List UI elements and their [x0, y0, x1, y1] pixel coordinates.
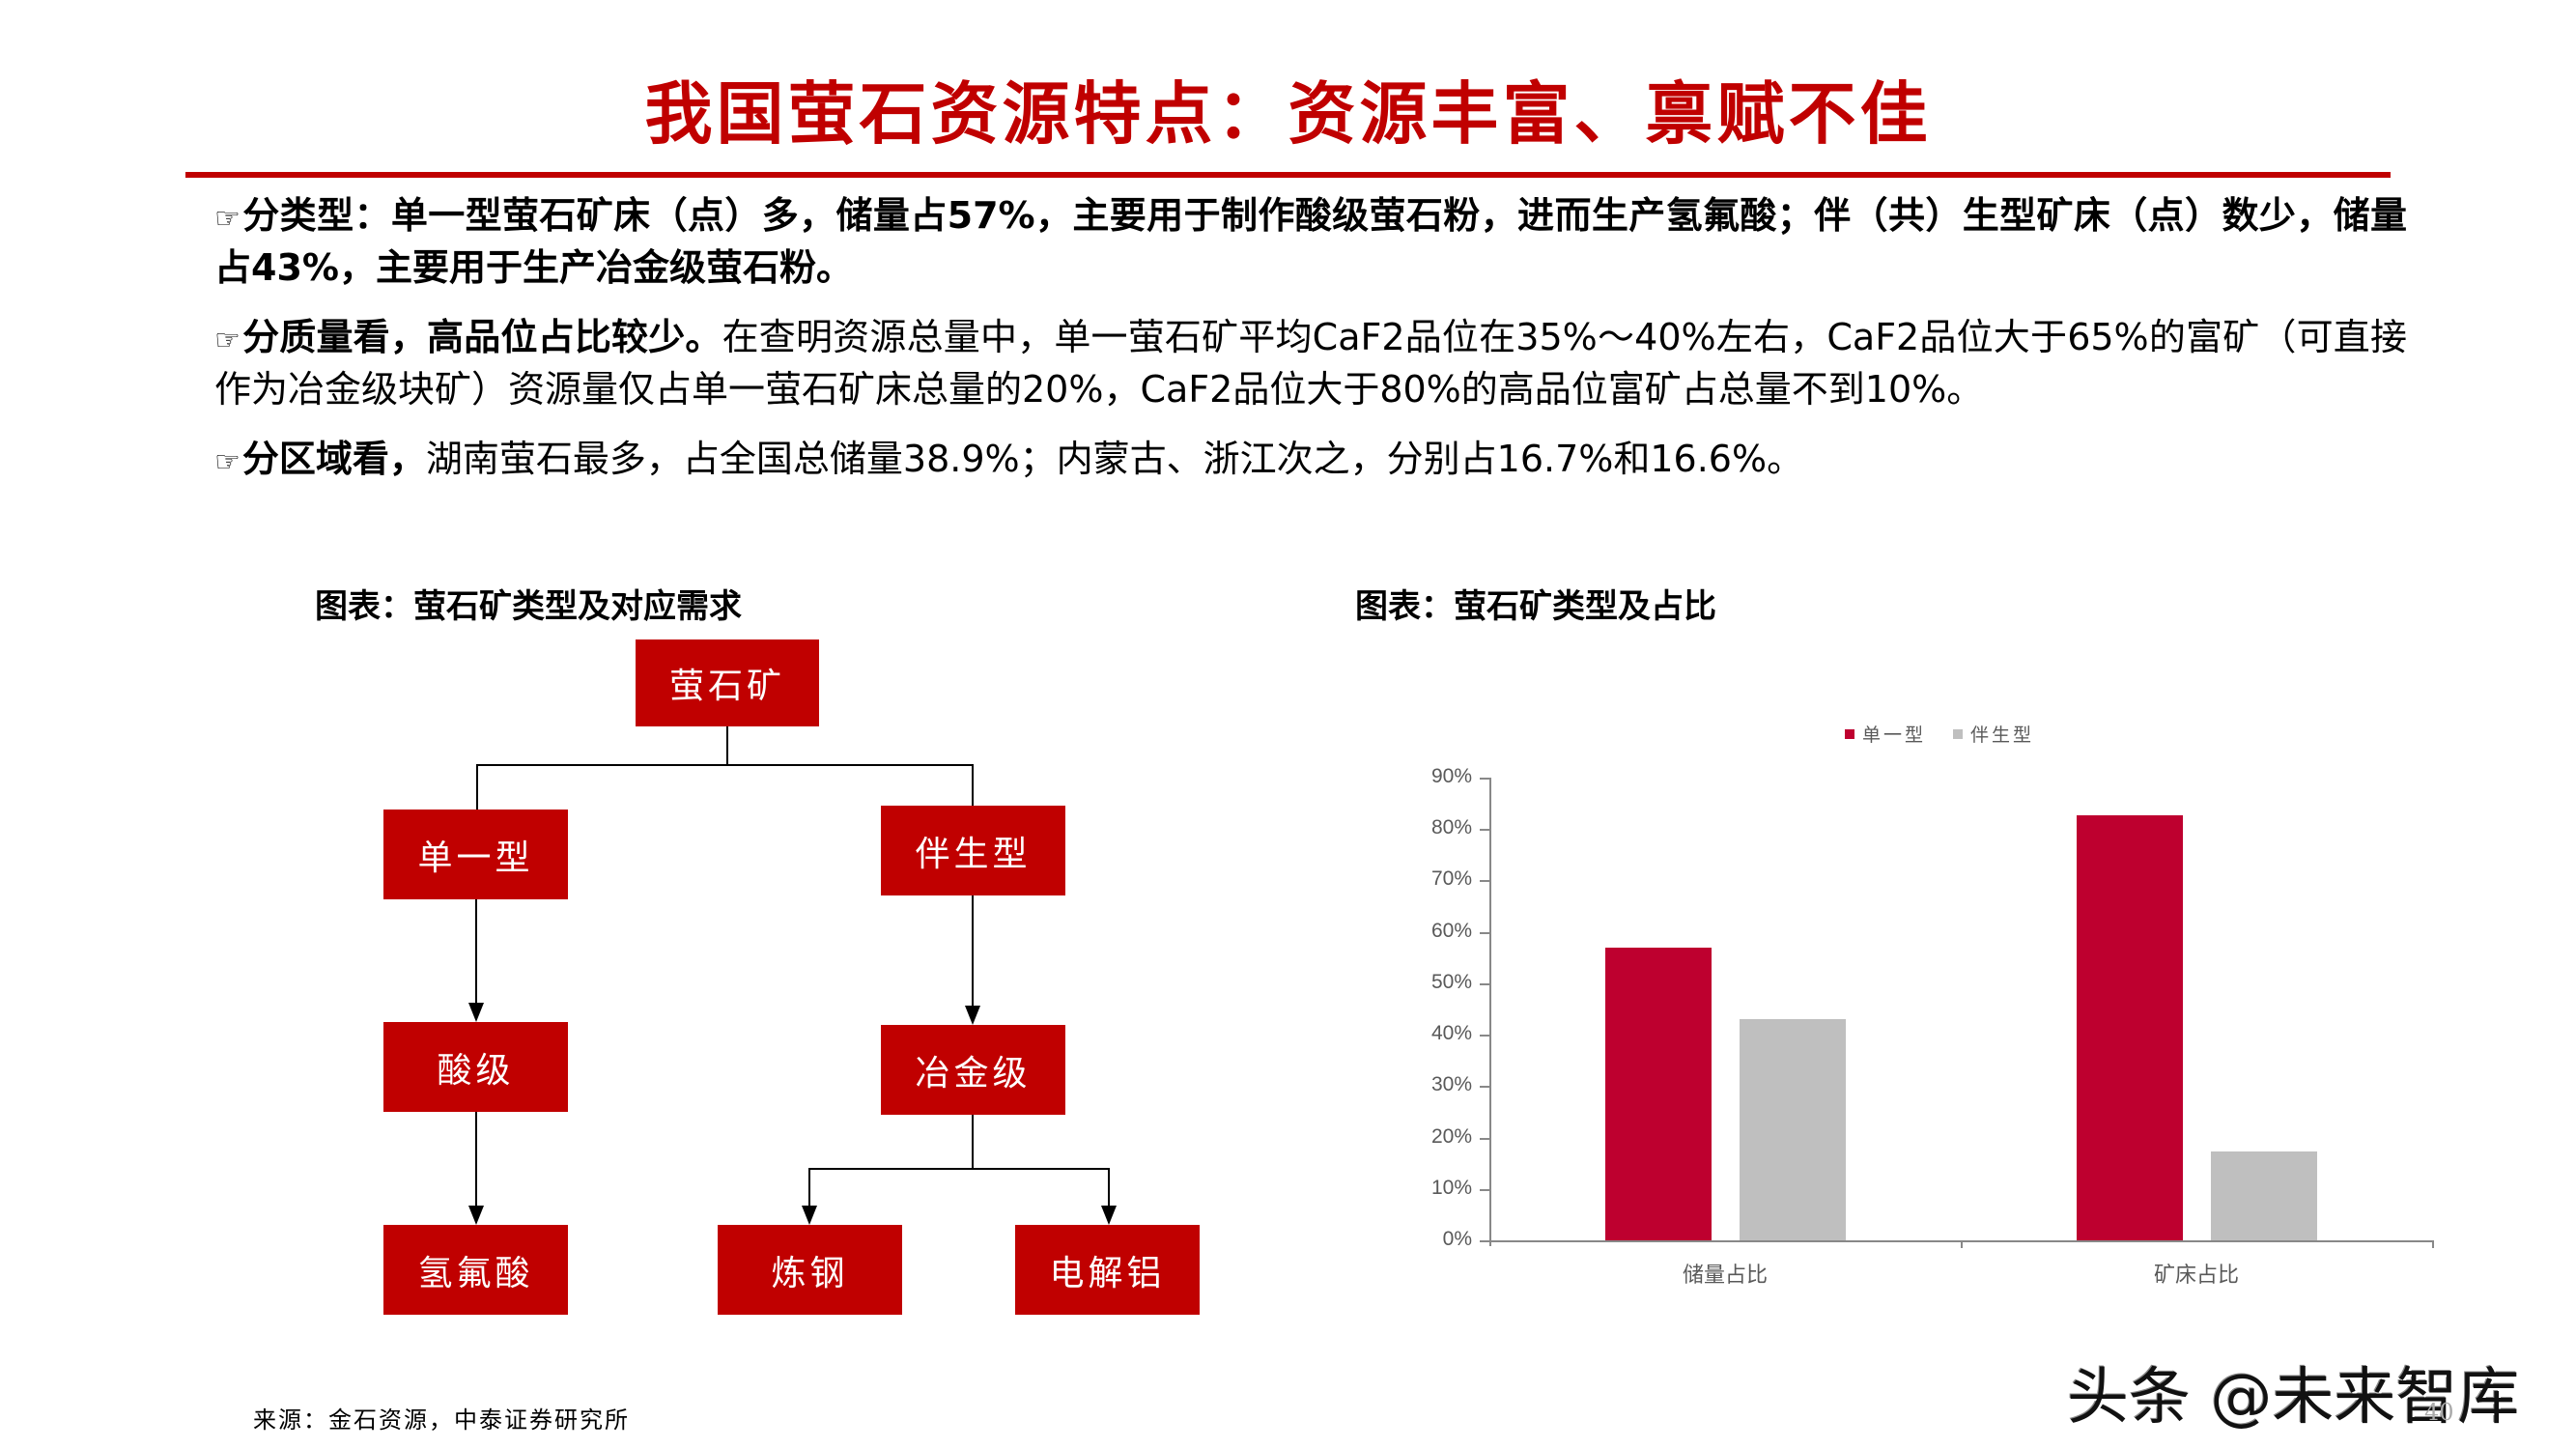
- bullet-lead: 分质量看，高品位占比较少。: [241, 316, 722, 358]
- y-tick: [1480, 1086, 1489, 1089]
- diagram-title: 图表：萤石矿类型及对应需求: [315, 587, 742, 626]
- node-hydrofluoric-acid: 氢氟酸: [383, 1225, 568, 1315]
- node-metallurgical-grade: 冶金级: [881, 1025, 1065, 1115]
- arrow-down-icon: [468, 1206, 484, 1225]
- connector: [726, 726, 728, 765]
- node-single-type: 单一型: [383, 810, 568, 899]
- chart-title: 图表：萤石矿类型及占比: [1355, 587, 1716, 626]
- bar-associated: [1739, 1019, 1846, 1240]
- y-tick: [1480, 982, 1489, 985]
- bullet-lead: 分类型：单一型萤石矿床（点）多，储量占57%，主要用于制作酸级萤石粉，进而生产氢…: [214, 194, 2407, 289]
- arrow-down-icon: [468, 1003, 484, 1022]
- connector: [972, 1115, 974, 1169]
- arrow-down-icon: [965, 1006, 980, 1025]
- y-tick-label: 30%: [1430, 1073, 1472, 1096]
- node-steelmaking: 炼钢: [718, 1225, 902, 1315]
- legend-label-associated: 伴生型: [1970, 724, 2035, 746]
- pointing-hand-icon: ☞: [214, 324, 241, 357]
- bullet-lead: 分区域看，: [241, 438, 426, 480]
- page-number: 40: [2424, 1399, 2454, 1426]
- legend-swatch-single: [1845, 728, 1854, 739]
- x-category-label: 矿床占比: [2153, 1264, 2239, 1288]
- bullet-list: ☞分类型：单一型萤石矿床（点）多，储量占57%，主要用于制作酸级萤石粉，进而生产…: [214, 191, 2407, 508]
- chart-legend: 单一型 伴生型: [1845, 721, 2034, 747]
- arrow-down-icon: [802, 1206, 817, 1225]
- y-tick-label: 40%: [1430, 1022, 1472, 1045]
- connector: [476, 764, 478, 810]
- y-tick-label: 50%: [1430, 970, 1472, 993]
- y-tick: [1480, 1035, 1489, 1037]
- y-tick: [1480, 1137, 1489, 1140]
- connector: [476, 764, 973, 766]
- y-axis: [1489, 778, 1491, 1246]
- y-tick-label: 60%: [1430, 919, 1472, 942]
- y-tick-label: 10%: [1430, 1176, 1472, 1199]
- node-acid-grade: 酸级: [383, 1022, 568, 1112]
- node-electrolytic-aluminum: 电解铝: [1015, 1225, 1200, 1315]
- bullet-region: ☞分区域看，湖南萤石最多，占全国总储量38.9%；内蒙古、浙江次之，分别占16.…: [214, 435, 2407, 487]
- x-category-label: 储量占比: [1682, 1264, 1768, 1288]
- y-tick-label: 80%: [1430, 816, 1472, 839]
- pointing-hand-icon: ☞: [214, 445, 241, 479]
- connector: [475, 1112, 477, 1206]
- bullet-quality: ☞分质量看，高品位占比较少。在查明资源总量中，单一萤石矿平均CaF2品位在35%…: [214, 313, 2407, 413]
- legend-label-single: 单一型: [1862, 724, 1927, 746]
- connector: [808, 1168, 1110, 1170]
- y-tick-label: 90%: [1430, 765, 1472, 787]
- y-tick: [1480, 778, 1489, 780]
- connector: [1108, 1168, 1110, 1206]
- y-tick: [1480, 829, 1489, 832]
- arrow-down-icon: [1101, 1206, 1117, 1225]
- connector: [972, 895, 974, 1006]
- bullet-classification: ☞分类型：单一型萤石矿床（点）多，储量占57%，主要用于制作酸级萤石粉，进而生产…: [214, 191, 2407, 292]
- y-tick: [1480, 880, 1489, 883]
- page-title: 我国萤石资源特点：资源丰富、禀赋不佳: [644, 73, 1932, 154]
- bar-associated: [2210, 1151, 2317, 1240]
- bar-single: [2076, 814, 2183, 1240]
- y-tick: [1480, 1240, 1489, 1242]
- connector: [475, 899, 477, 1003]
- node-associated-type: 伴生型: [881, 806, 1065, 895]
- connector: [972, 764, 974, 806]
- title-divider: [185, 172, 2391, 178]
- y-tick: [1480, 931, 1489, 934]
- y-tick-label: 0%: [1442, 1228, 1472, 1250]
- legend-swatch-associated: [1953, 728, 1964, 739]
- watermark: 头条 @未来智库: [2067, 1362, 2520, 1434]
- y-tick-label: 20%: [1430, 1124, 1472, 1148]
- pointing-hand-icon: ☞: [214, 202, 241, 236]
- bullet-body: 在查明资源总量中，单一萤石矿平均CaF2品位在35%～40%左右，CaF2品位大…: [214, 316, 2407, 411]
- source-note: 来源：金石资源，中泰证券研究所: [253, 1406, 630, 1434]
- connector: [808, 1168, 810, 1206]
- y-tick-label: 70%: [1430, 867, 1472, 891]
- y-tick: [1480, 1188, 1489, 1191]
- x-tick: [2432, 1240, 2434, 1248]
- bar-single: [1604, 947, 1712, 1240]
- x-tick: [1961, 1240, 1963, 1248]
- node-fluorite-ore: 萤石矿: [636, 639, 819, 726]
- bullet-body: 湖南萤石最多，占全国总储量38.9%；内蒙古、浙江次之，分别占16.7%和16.…: [425, 438, 1804, 480]
